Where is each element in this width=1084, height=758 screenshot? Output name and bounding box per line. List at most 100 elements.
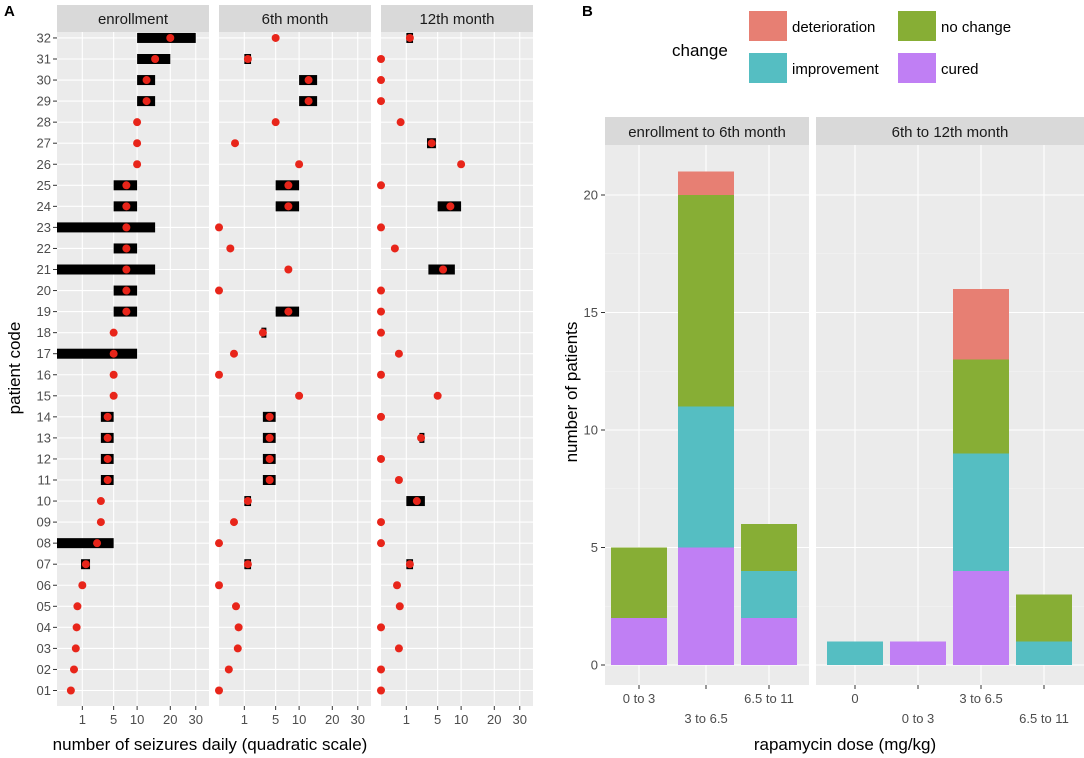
y-tick-label-a: 21 xyxy=(37,262,51,277)
bar-segment-cured xyxy=(611,618,667,665)
data-point xyxy=(377,454,385,463)
chart-b-y-axis-label: number of patients xyxy=(562,322,581,463)
data-point xyxy=(304,76,313,85)
data-point xyxy=(122,223,131,232)
legend-title: change xyxy=(672,41,728,60)
y-tick-label-a: 02 xyxy=(37,662,51,677)
x-tick-label-a: 5 xyxy=(434,712,441,727)
y-tick-label-b: 20 xyxy=(584,188,598,203)
data-point xyxy=(69,665,78,674)
x-tick-label-a: 1 xyxy=(241,712,248,727)
data-point xyxy=(295,160,304,169)
x-tick-label-b: 3 to 6.5 xyxy=(684,711,727,726)
data-point xyxy=(166,33,175,42)
data-point xyxy=(271,118,280,127)
data-point xyxy=(78,581,87,590)
data-point xyxy=(109,391,118,400)
data-point xyxy=(122,286,131,295)
bar-segment-deterioration xyxy=(953,289,1009,360)
data-point xyxy=(405,33,414,42)
bar-segment-improvement xyxy=(1016,641,1072,665)
data-point xyxy=(265,412,274,421)
x-tick-label-b: 0 to 3 xyxy=(902,711,935,726)
data-point xyxy=(265,454,274,463)
data-point xyxy=(433,391,442,400)
y-tick-label-a: 15 xyxy=(37,388,51,403)
strip-label-b-1: 6th to 12th month xyxy=(892,124,1009,141)
y-tick-label-a: 01 xyxy=(37,683,51,698)
data-point xyxy=(417,433,426,442)
x-tick-label-a: 30 xyxy=(351,712,365,727)
bar-segment-cured xyxy=(890,641,946,665)
panel-bg-a-2 xyxy=(381,32,533,706)
y-tick-label-a: 12 xyxy=(37,451,51,466)
bar-segment-no_change xyxy=(678,195,734,407)
data-point xyxy=(377,665,385,674)
data-point xyxy=(427,139,436,148)
x-tick-label-a: 10 xyxy=(292,712,306,727)
y-tick-label-a: 07 xyxy=(37,557,51,572)
data-point xyxy=(229,349,238,358)
strip-label-a-0: enrollment xyxy=(98,11,169,28)
data-point xyxy=(215,581,223,590)
data-point xyxy=(393,581,402,590)
y-tick-label-a: 30 xyxy=(37,73,51,88)
data-point xyxy=(377,686,385,695)
bar-segment-no_change xyxy=(953,359,1009,454)
data-point xyxy=(133,118,142,127)
data-point xyxy=(122,244,131,253)
y-tick-label-a: 23 xyxy=(37,220,51,235)
x-tick-label-a: 10 xyxy=(454,712,468,727)
bar-segment-no_change xyxy=(741,524,797,571)
data-point xyxy=(71,644,80,653)
y-tick-label-a: 31 xyxy=(37,52,51,67)
data-point xyxy=(133,139,142,148)
data-point xyxy=(412,497,421,506)
legend-swatch-deterioration xyxy=(749,11,787,41)
data-point xyxy=(122,202,131,211)
data-point xyxy=(284,307,293,316)
data-point xyxy=(265,476,274,484)
data-point xyxy=(142,76,151,85)
data-point xyxy=(394,476,403,484)
legend-label-cured: cured xyxy=(941,61,979,78)
data-point xyxy=(215,686,223,695)
data-point xyxy=(377,370,385,379)
data-point xyxy=(81,560,90,569)
data-point xyxy=(224,665,233,674)
y-tick-label-a: 19 xyxy=(37,304,51,319)
data-point xyxy=(109,349,118,358)
y-tick-label-a: 16 xyxy=(37,367,51,382)
range-bar xyxy=(57,222,156,233)
chart-a-y-axis-label: patient code xyxy=(5,322,24,415)
data-point xyxy=(377,286,385,295)
bar-segment-no_change xyxy=(1016,594,1072,642)
y-tick-label-a: 08 xyxy=(37,536,51,551)
data-point xyxy=(234,623,243,632)
data-point xyxy=(233,644,242,653)
data-point xyxy=(109,370,118,379)
panel-bg-a-1 xyxy=(219,32,371,706)
data-point xyxy=(265,433,274,442)
legend-swatch-cured xyxy=(898,53,936,83)
range-bar xyxy=(57,348,138,359)
x-tick-label-a: 10 xyxy=(130,712,144,727)
x-tick-label-a: 1 xyxy=(403,712,410,727)
data-point xyxy=(284,265,293,274)
data-point xyxy=(377,539,385,548)
data-point xyxy=(304,97,313,106)
data-point xyxy=(215,223,223,232)
data-point xyxy=(390,244,399,253)
x-tick-label-b: 0 to 3 xyxy=(623,691,656,706)
data-point xyxy=(377,623,385,632)
panel-b-label: B xyxy=(582,3,593,20)
data-point xyxy=(243,55,252,63)
legend-swatch-improvement xyxy=(749,53,787,83)
y-tick-label-a: 10 xyxy=(37,494,51,509)
data-point xyxy=(122,181,131,190)
data-point xyxy=(395,602,404,611)
data-point xyxy=(446,202,455,211)
data-point xyxy=(271,33,280,42)
